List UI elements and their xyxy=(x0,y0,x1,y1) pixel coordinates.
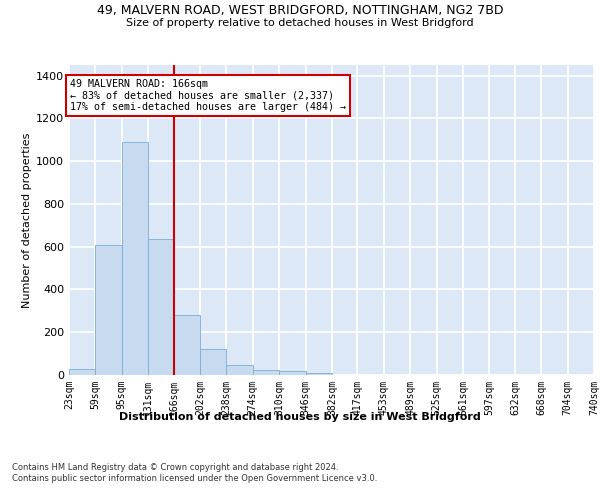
Text: 49 MALVERN ROAD: 166sqm
← 83% of detached houses are smaller (2,337)
17% of semi: 49 MALVERN ROAD: 166sqm ← 83% of detache… xyxy=(70,79,346,112)
Bar xyxy=(226,366,253,375)
Text: Distribution of detached houses by size in West Bridgford: Distribution of detached houses by size … xyxy=(119,412,481,422)
Bar xyxy=(279,370,305,375)
Text: 49, MALVERN ROAD, WEST BRIDGFORD, NOTTINGHAM, NG2 7BD: 49, MALVERN ROAD, WEST BRIDGFORD, NOTTIN… xyxy=(97,4,503,17)
Y-axis label: Number of detached properties: Number of detached properties xyxy=(22,132,32,308)
Bar xyxy=(305,373,332,375)
Bar xyxy=(69,368,95,375)
Bar xyxy=(174,315,200,375)
Bar xyxy=(253,370,279,375)
Bar xyxy=(95,244,122,375)
Bar xyxy=(148,239,175,375)
Bar xyxy=(122,142,148,375)
Text: Contains public sector information licensed under the Open Government Licence v3: Contains public sector information licen… xyxy=(12,474,377,483)
Bar xyxy=(200,350,226,375)
Text: Size of property relative to detached houses in West Bridgford: Size of property relative to detached ho… xyxy=(126,18,474,28)
Text: Contains HM Land Registry data © Crown copyright and database right 2024.: Contains HM Land Registry data © Crown c… xyxy=(12,462,338,471)
